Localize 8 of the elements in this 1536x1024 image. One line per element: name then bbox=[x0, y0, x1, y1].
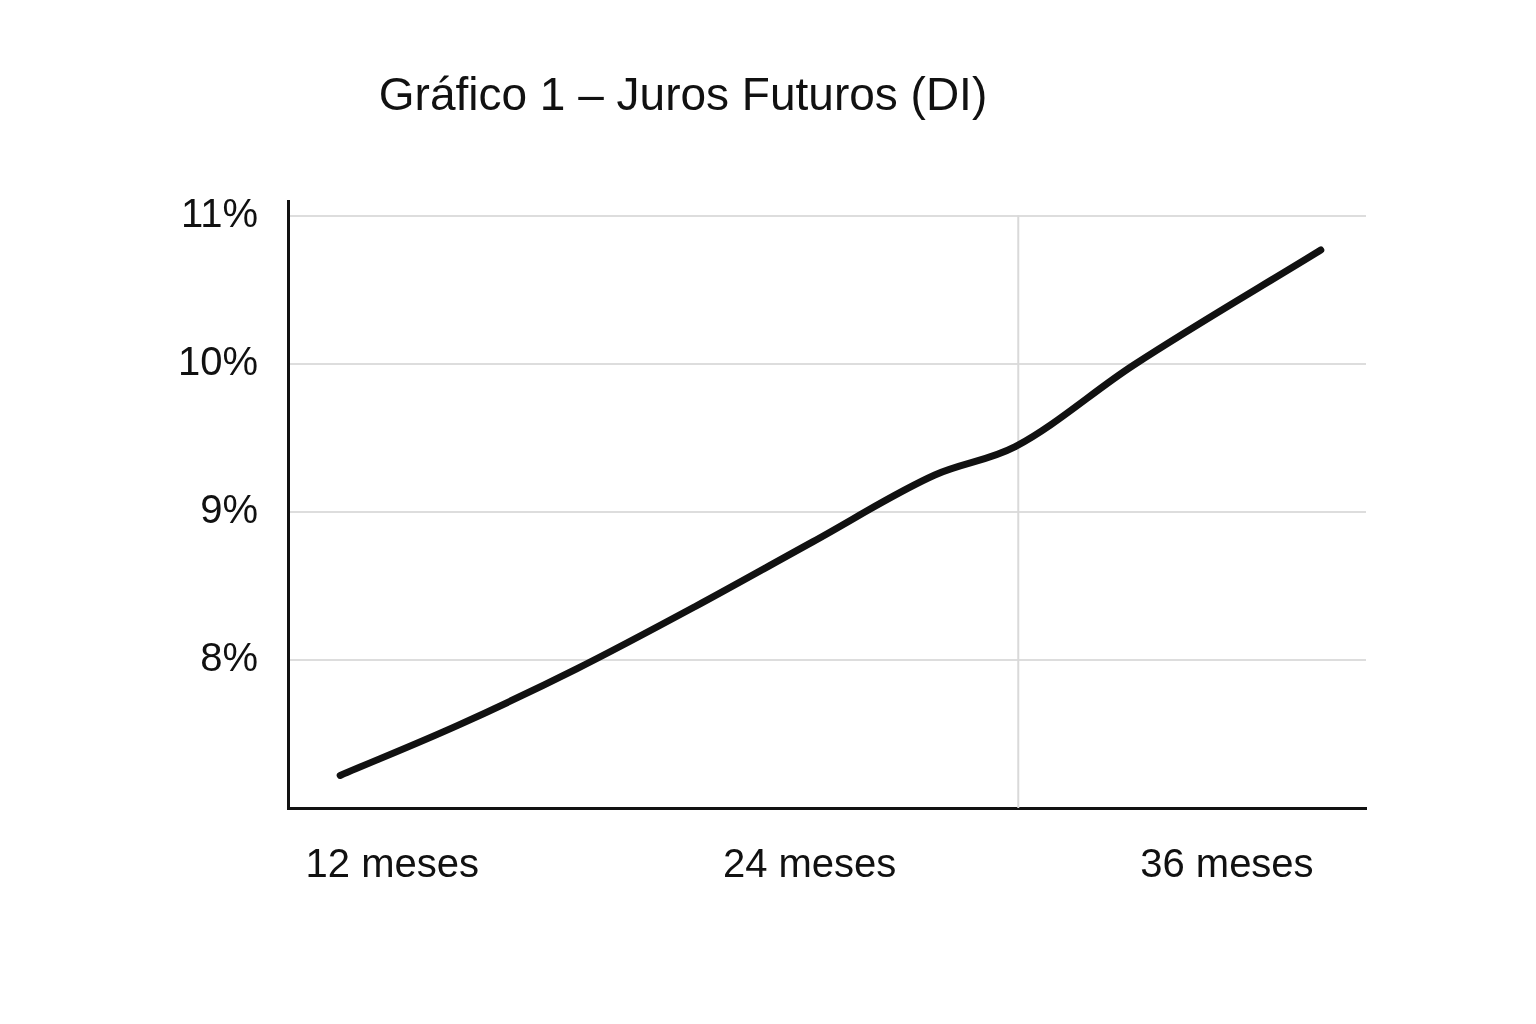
chart-title: Gráfico 1 – Juros Futuros (DI) bbox=[378, 68, 988, 121]
y-tick-label: 10% bbox=[177, 339, 258, 384]
y-tick-label: 8% bbox=[200, 635, 258, 680]
y-tick-label: 9% bbox=[200, 487, 258, 532]
x-tick-label: 36 meses bbox=[1140, 841, 1314, 886]
x-tick-label: 24 meses bbox=[722, 841, 897, 886]
y-tick-label: 11% bbox=[180, 191, 258, 236]
x-tick-label: 12 meses bbox=[305, 841, 480, 886]
